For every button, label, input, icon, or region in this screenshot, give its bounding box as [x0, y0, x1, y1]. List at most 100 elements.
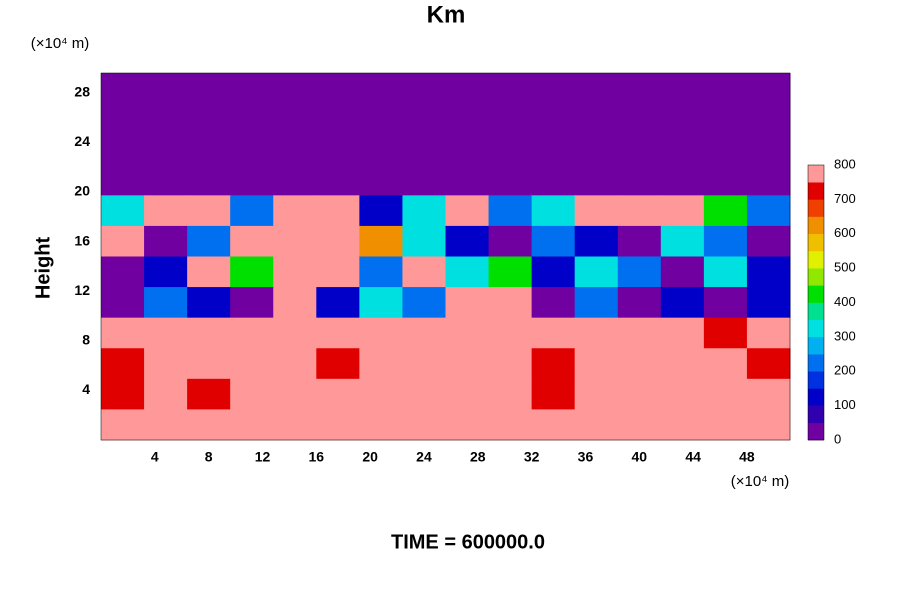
field-cell — [316, 317, 360, 349]
field-cell — [574, 195, 619, 227]
field-cell — [660, 195, 705, 227]
field-cell — [574, 317, 619, 349]
y-tick-label: 20 — [74, 183, 90, 199]
field-cell — [703, 134, 748, 166]
field-cell — [144, 409, 188, 441]
field-cell — [531, 195, 576, 227]
field-cell — [359, 256, 403, 288]
field-cell — [144, 164, 188, 196]
field-cell — [445, 256, 490, 288]
colorbar-band — [808, 182, 824, 200]
field-cell — [230, 317, 274, 349]
field-cell — [316, 134, 360, 166]
field-cell — [660, 164, 705, 196]
field-cell — [488, 378, 533, 410]
field-cell — [101, 134, 145, 166]
x-tick-label: 20 — [362, 449, 378, 465]
plot-frame — [100, 72, 791, 441]
field-cell — [230, 348, 274, 380]
colorbar-tick-label: 400 — [834, 294, 856, 309]
field-cell — [617, 195, 662, 227]
x-tick-label: 44 — [685, 449, 701, 465]
field-cell — [574, 73, 619, 105]
colorbar-tick-label: 0 — [834, 431, 841, 446]
field-cell — [531, 164, 576, 196]
y-unit: (×10⁴ m) — [31, 35, 90, 52]
colorbar-band — [808, 250, 824, 269]
field-cell — [101, 378, 145, 410]
field-cell — [703, 195, 748, 227]
field-cell — [531, 317, 576, 349]
colorbar-tick-label: 100 — [834, 397, 856, 412]
field-cell — [144, 134, 188, 166]
field-cell — [359, 164, 403, 196]
field-cell — [488, 225, 533, 257]
field-cell — [101, 164, 145, 196]
field-cell — [746, 195, 791, 227]
colorbar-tick-label: 200 — [834, 363, 856, 378]
x-tick-label: 24 — [416, 449, 432, 465]
field-cell — [746, 134, 791, 166]
field-cell — [359, 317, 403, 349]
field-cell — [531, 134, 576, 166]
y-tick-label: 16 — [74, 232, 90, 248]
field-cell — [316, 195, 360, 227]
field-cell — [230, 103, 274, 135]
chart-title: Km — [427, 1, 466, 28]
field-cell — [273, 287, 317, 319]
colorbar-frame — [807, 164, 825, 441]
x-tick-label: 4 — [151, 449, 159, 465]
field-cell — [660, 134, 705, 166]
field-cell — [144, 287, 188, 319]
colorbar-band — [808, 405, 824, 424]
field-cell — [101, 409, 145, 441]
field-cell — [488, 103, 533, 135]
field-cell — [617, 164, 662, 196]
field-cell — [703, 225, 748, 257]
field-cell — [488, 73, 533, 105]
field-cell — [359, 73, 403, 105]
field-cell — [144, 103, 188, 135]
colorbar-band — [808, 422, 824, 441]
field-cell — [746, 317, 791, 349]
field-cell — [230, 378, 274, 410]
field-cell — [101, 317, 145, 349]
field-cell — [316, 164, 360, 196]
y-tick-label: 28 — [74, 84, 90, 100]
x-tick-label: 8 — [205, 449, 213, 465]
colorbar-band — [808, 319, 824, 338]
field-cell — [187, 103, 231, 135]
field-cell — [445, 317, 490, 349]
field-cell — [574, 225, 619, 257]
x-tick-label: 28 — [470, 449, 486, 465]
field-cell — [187, 225, 231, 257]
colorbar-band — [808, 371, 824, 389]
field-cell — [574, 287, 619, 319]
field-cell — [402, 409, 446, 441]
field-cell — [402, 103, 446, 135]
field-cell — [574, 164, 619, 196]
colorbar-band — [808, 388, 824, 406]
field-cell — [660, 256, 705, 288]
field-cell — [144, 317, 188, 349]
field-cell — [746, 103, 791, 135]
field-cell — [230, 409, 274, 441]
field-cell — [488, 256, 533, 288]
field-cell — [273, 348, 317, 380]
x-tick-label: 32 — [524, 449, 540, 465]
field-cell — [230, 73, 274, 105]
field-cell — [273, 195, 317, 227]
field-cell — [402, 348, 446, 380]
field-cell — [359, 409, 403, 441]
field-cell — [746, 256, 791, 288]
field-cell — [574, 378, 619, 410]
field-cell — [187, 164, 231, 196]
field-cell — [101, 287, 145, 319]
field-cell — [187, 317, 231, 349]
field-cell — [445, 287, 490, 319]
field-cell — [273, 317, 317, 349]
field-cell — [316, 225, 360, 257]
field-cell — [101, 103, 145, 135]
field-cell — [402, 287, 446, 319]
